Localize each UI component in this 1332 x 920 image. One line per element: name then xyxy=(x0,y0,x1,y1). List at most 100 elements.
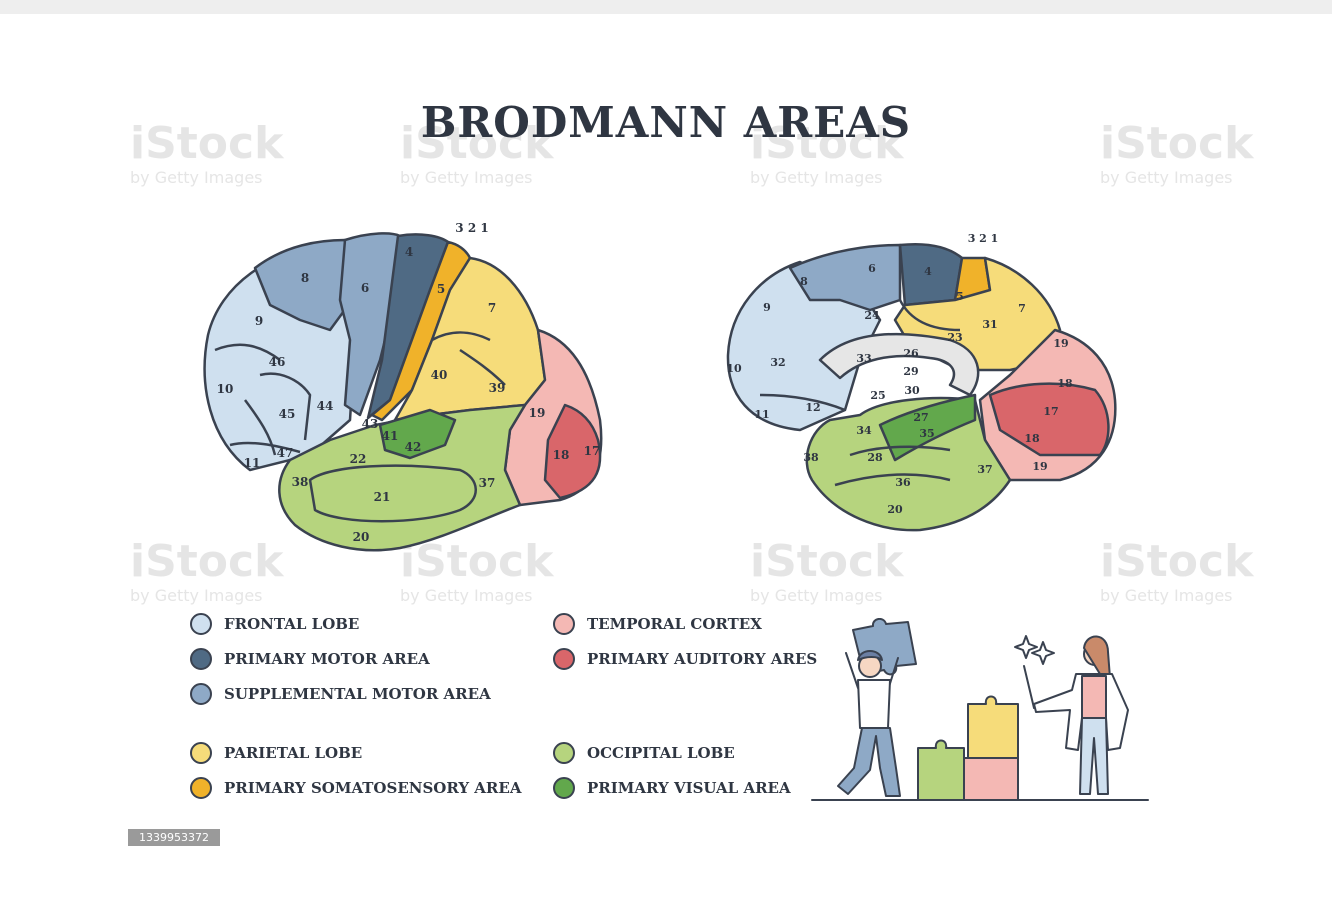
area-label: 27 xyxy=(913,411,928,424)
area-label: 3 2 1 xyxy=(968,232,999,245)
lateral-brain-diagram: 3 2 1 4 8 6 5 7 9 46 40 10 39 44 45 19 4… xyxy=(203,221,603,552)
region-parietal-lobe xyxy=(393,256,547,422)
region-frontal-lobe xyxy=(726,260,882,432)
legend-swatch xyxy=(553,648,575,670)
child-legs xyxy=(837,727,901,797)
area-label: 11 xyxy=(754,408,769,421)
area-label: 42 xyxy=(405,440,422,454)
area-label: 36 xyxy=(895,476,911,489)
area-label: 28 xyxy=(867,451,883,464)
area-label: 12 xyxy=(805,401,820,414)
region-primary-visual xyxy=(878,393,977,462)
area-label: 19 xyxy=(1032,460,1047,473)
legend-item-primary-visual-area: PRIMARY VISUAL AREA xyxy=(553,775,791,801)
area-label: 45 xyxy=(279,407,296,421)
area-label: 20 xyxy=(353,530,370,544)
area-label: 8 xyxy=(800,275,808,288)
legend-item-parietal-lobe: PARIETAL LOBE xyxy=(190,740,362,766)
woman-legs xyxy=(1079,717,1109,795)
area-label: 46 xyxy=(269,355,286,369)
region-area-41-42 xyxy=(378,408,457,460)
legend-swatch xyxy=(190,613,212,635)
legend-swatch xyxy=(553,613,575,635)
legend-item-temporal-cortex: TEMPORAL CORTEX xyxy=(553,611,762,637)
legend-item-frontal-lobe: FRONTAL LOBE xyxy=(190,611,359,637)
area-label: 29 xyxy=(903,365,918,378)
region-occipital-lobe xyxy=(805,396,1012,532)
legend-item-primary-motor-area: PRIMARY MOTOR AREA xyxy=(190,646,430,672)
puzzle-piece-green xyxy=(917,739,965,801)
region-area-21 xyxy=(308,464,477,523)
area-label: 43 xyxy=(362,417,379,431)
area-label: 37 xyxy=(977,463,992,476)
area-label: 10 xyxy=(217,382,234,396)
area-label: 23 xyxy=(947,331,962,344)
area-label: 8 xyxy=(301,271,309,285)
image-id: 1339953372 xyxy=(128,829,220,846)
area-label: 33 xyxy=(856,352,871,365)
puzzle-piece-yellow xyxy=(967,695,1019,759)
area-label: 9 xyxy=(763,301,771,314)
area-label: 17 xyxy=(1043,405,1058,418)
area-label: 22 xyxy=(350,452,367,466)
region-corpus-callosum xyxy=(818,332,980,397)
area-label: 25 xyxy=(870,389,885,402)
area-label: 7 xyxy=(488,301,496,315)
area-label: 47 xyxy=(277,446,294,460)
legend-item-supplemental-motor-area: SUPPLEMENTAL MOTOR AREA xyxy=(190,681,491,707)
sparkle-icon xyxy=(1014,635,1038,659)
area-label: 9 xyxy=(255,314,263,328)
legend-swatch xyxy=(190,648,212,670)
legend-swatch xyxy=(553,777,575,799)
area-label: 11 xyxy=(244,456,261,470)
top-bar xyxy=(0,0,1332,14)
area-label: 10 xyxy=(726,362,742,375)
legend-swatch xyxy=(190,742,212,764)
area-label: 4 xyxy=(405,245,413,259)
area-label: 40 xyxy=(431,368,448,382)
watermark: iStock by Getty Images xyxy=(750,536,904,605)
area-label: 18 xyxy=(1024,432,1040,445)
area-label: 3 2 1 xyxy=(455,221,488,235)
area-label: 18 xyxy=(553,448,570,462)
region-supplemental-motor-area xyxy=(788,243,902,312)
area-label: 19 xyxy=(529,406,546,420)
region-area-18 xyxy=(543,403,602,500)
watermark: iStock by Getty Images xyxy=(1100,536,1254,605)
area-label: 26 xyxy=(903,347,919,360)
legend-swatch xyxy=(190,777,212,799)
region-area-8 xyxy=(253,238,354,332)
area-label: 6 xyxy=(868,262,876,275)
area-label: 5 xyxy=(956,290,964,303)
area-label: 32 xyxy=(770,356,785,369)
area-label: 17 xyxy=(584,444,601,458)
area-label: 35 xyxy=(919,427,934,440)
medial-brain-diagram: 3 2 1 6 4 8 5 9 7 24 31 23 19 26 33 32 1… xyxy=(726,232,1117,532)
area-label: 24 xyxy=(864,309,880,322)
legend-swatch xyxy=(553,742,575,764)
area-label: 31 xyxy=(982,318,997,331)
puzzle-piece-pink xyxy=(963,757,1019,801)
legend-item-primary-auditory-ares: PRIMARY AUDITORY ARES xyxy=(553,646,817,672)
area-label: 18 xyxy=(1057,377,1073,390)
area-label: 34 xyxy=(856,424,872,437)
region-primary-auditory xyxy=(988,382,1110,457)
area-label: 5 xyxy=(437,282,445,296)
legend-item-primary-somatosensory-area: PRIMARY SOMATOSENSORY AREA xyxy=(190,775,521,801)
legend-item-occipital-lobe: OCCIPITAL LOBE xyxy=(553,740,735,766)
sparkle-icon xyxy=(1031,641,1055,665)
area-label: 39 xyxy=(489,381,506,395)
area-label: 6 xyxy=(361,281,369,295)
area-label: 21 xyxy=(374,490,391,504)
area-label: 41 xyxy=(382,429,399,443)
area-label: 4 xyxy=(924,265,932,278)
child-torso xyxy=(857,679,891,729)
legend-swatch xyxy=(190,683,212,705)
area-label: 38 xyxy=(803,451,819,464)
area-label: 19 xyxy=(1053,337,1068,350)
area-label: 38 xyxy=(292,475,309,489)
area-label: 7 xyxy=(1018,302,1026,315)
area-label: 44 xyxy=(317,399,334,413)
page-title: BRODMANN AREAS xyxy=(420,98,912,147)
area-label: 30 xyxy=(904,384,920,397)
